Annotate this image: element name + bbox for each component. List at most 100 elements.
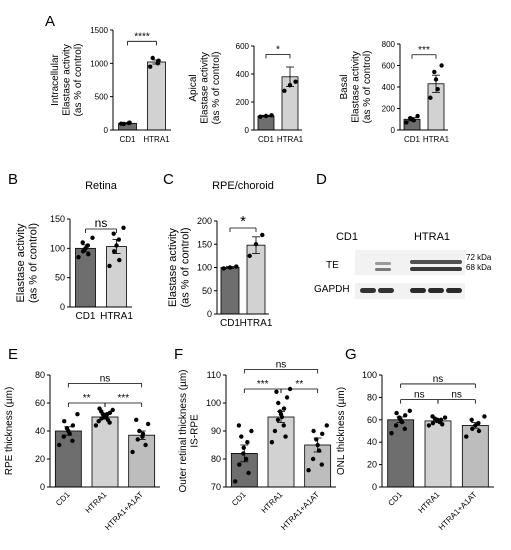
data-point xyxy=(469,417,474,422)
data-point xyxy=(428,95,433,100)
data-point xyxy=(470,426,475,431)
panel-letter-d: D xyxy=(316,171,327,188)
data-point xyxy=(245,440,250,445)
data-point xyxy=(275,417,281,422)
data-point xyxy=(394,410,399,416)
y-tick-label: 200 xyxy=(382,105,396,114)
data-point xyxy=(241,445,246,450)
data-point xyxy=(258,114,263,119)
significance-label: *** xyxy=(418,45,430,56)
y-tick-label: 90 xyxy=(211,426,221,436)
data-point xyxy=(233,479,238,484)
data-point xyxy=(127,120,132,125)
y-tick-label: 200 xyxy=(197,216,212,226)
y-tick-label: 0 xyxy=(104,126,109,135)
bar xyxy=(387,419,415,488)
blot-gapdh-band xyxy=(378,288,394,293)
data-point xyxy=(403,413,408,418)
y-tick-label: 0 xyxy=(207,309,212,319)
blot-gapdh-band xyxy=(410,288,426,293)
y-tick-label: 40 xyxy=(35,426,45,436)
data-point xyxy=(70,438,75,443)
y-axis-label: (as % of control) xyxy=(211,52,222,125)
y-tick-label: 80 xyxy=(35,370,45,380)
blot-marker-72: 72 kDa xyxy=(466,253,492,262)
y-tick-label: 0 xyxy=(372,482,377,492)
blot-te-band xyxy=(410,267,462,271)
data-point xyxy=(111,231,116,236)
y-tick-label: 150 xyxy=(197,239,212,249)
blot-gapdh-bands xyxy=(360,288,462,293)
y-tick-label: 80 xyxy=(211,454,221,464)
data-point xyxy=(439,63,444,68)
data-point xyxy=(407,408,412,414)
y-tick-label: 100 xyxy=(197,263,212,273)
y-axis-label: Intracellular xyxy=(50,53,61,105)
data-point xyxy=(75,412,80,417)
y-axis-label: Elastase activity xyxy=(351,51,362,123)
blot-gapdh-band xyxy=(446,288,462,293)
data-point xyxy=(473,423,478,428)
blot-gapdh-band xyxy=(428,288,444,293)
y-tick-label: 0 xyxy=(60,302,65,312)
data-point xyxy=(287,83,293,88)
y-tick-label: 100 xyxy=(362,370,377,380)
y-tick-label: 80 xyxy=(367,392,377,402)
data-point xyxy=(80,240,85,245)
significance-label: ns xyxy=(451,390,462,401)
y-axis-label: IS-RPE xyxy=(190,414,201,448)
data-point xyxy=(316,448,322,453)
x-tick-label: HTRA1 xyxy=(277,135,304,144)
data-point xyxy=(282,88,287,94)
bar xyxy=(128,434,156,488)
blot-te-band xyxy=(375,262,391,265)
significance-label: * xyxy=(276,44,280,55)
y-tick-label: 400 xyxy=(236,70,250,79)
data-point xyxy=(107,263,112,269)
y-axis-label: (as % of control) xyxy=(180,227,192,307)
x-tick-label: CD1 xyxy=(404,135,421,144)
chart-panel-b-3: Retina 0 50 100 150 CD1 HTRA1 Elastase activity… xyxy=(15,180,133,322)
data-point xyxy=(150,55,155,61)
significance-label: **** xyxy=(134,31,150,42)
significance-label: * xyxy=(240,213,246,230)
data-point xyxy=(121,225,126,230)
data-point xyxy=(315,442,320,448)
y-axis-label: ONL thickness (µm) xyxy=(336,387,347,475)
data-point xyxy=(272,428,278,434)
blot-row-gapdh: GAPDH xyxy=(314,284,350,295)
y-axis-label: Basal xyxy=(339,74,350,99)
data-point xyxy=(107,410,113,415)
x-tick-label: CD1 xyxy=(220,318,240,329)
data-point xyxy=(145,421,151,427)
y-tick-label: 600 xyxy=(382,62,396,71)
panel-letter-a: A xyxy=(45,13,55,30)
data-point xyxy=(438,417,444,422)
significance-label: ** xyxy=(83,393,91,404)
y-axis-label: Elastase activity xyxy=(200,52,211,124)
blot-te-band xyxy=(375,268,391,271)
y-axis-label: Elastase activity xyxy=(62,44,73,116)
y-axis-label: Elastase activity xyxy=(15,223,27,302)
data-point xyxy=(277,409,283,414)
data-point xyxy=(464,434,469,439)
significance-label: *** xyxy=(257,379,269,390)
x-tick-label: HTRA1 xyxy=(83,490,108,515)
bar xyxy=(147,61,166,131)
y-tick-label: 0 xyxy=(245,126,250,135)
data-point xyxy=(239,434,244,439)
data-point xyxy=(432,69,437,75)
panel-letter-c: C xyxy=(163,171,174,188)
significance-label: *** xyxy=(117,393,129,404)
y-tick-label: 800 xyxy=(382,40,396,49)
y-axis-label: Elastase activity xyxy=(167,228,179,307)
x-tick-label: HTRA1 xyxy=(100,311,133,322)
blot-group-htra1: HTRA1 xyxy=(414,231,450,243)
data-point xyxy=(426,423,432,428)
data-point xyxy=(269,440,275,445)
data-point xyxy=(236,423,242,428)
blot-row-te: TE xyxy=(326,260,339,271)
x-tick-label: CD1 xyxy=(54,490,72,508)
